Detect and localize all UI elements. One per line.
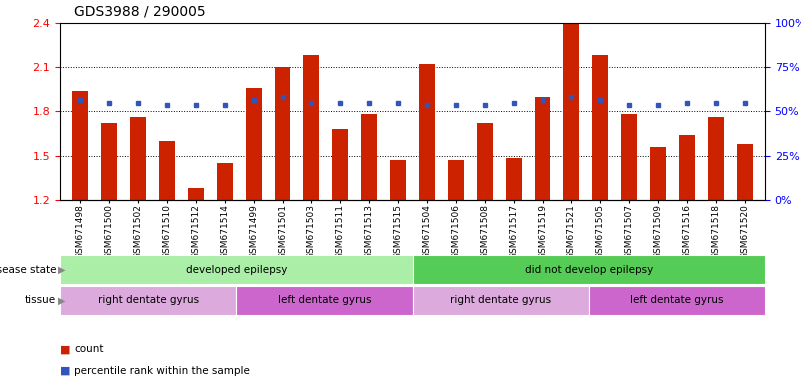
Text: developed epilepsy: developed epilepsy: [186, 265, 287, 275]
Text: ■: ■: [60, 366, 70, 376]
Bar: [534, 97, 550, 200]
Text: left dentate gyrus: left dentate gyrus: [278, 295, 371, 306]
Bar: [130, 117, 146, 200]
Bar: [477, 123, 493, 200]
Bar: [708, 117, 724, 200]
Text: ■: ■: [60, 344, 70, 354]
Bar: [101, 123, 117, 200]
Bar: [246, 88, 262, 200]
Text: right dentate gyrus: right dentate gyrus: [98, 295, 199, 306]
Text: ▶: ▶: [58, 295, 65, 306]
Bar: [72, 91, 88, 200]
Bar: [650, 147, 666, 200]
Bar: [679, 135, 695, 200]
Bar: [236, 286, 413, 315]
Bar: [413, 255, 765, 284]
Text: disease state: disease state: [0, 265, 56, 275]
Text: right dentate gyrus: right dentate gyrus: [450, 295, 551, 306]
Bar: [304, 55, 320, 200]
Bar: [188, 188, 203, 200]
Bar: [737, 144, 753, 200]
Bar: [390, 160, 406, 200]
Bar: [448, 160, 464, 200]
Bar: [505, 159, 521, 200]
Bar: [60, 255, 413, 284]
Bar: [593, 55, 608, 200]
Bar: [413, 286, 589, 315]
Bar: [159, 141, 175, 200]
Bar: [622, 114, 637, 200]
Bar: [419, 64, 435, 200]
Text: count: count: [74, 344, 104, 354]
Text: ▶: ▶: [58, 265, 65, 275]
Bar: [217, 163, 232, 200]
Bar: [275, 67, 291, 200]
Bar: [361, 114, 377, 200]
Bar: [563, 23, 579, 200]
Text: percentile rank within the sample: percentile rank within the sample: [74, 366, 251, 376]
Text: tissue: tissue: [25, 295, 56, 306]
Text: left dentate gyrus: left dentate gyrus: [630, 295, 723, 306]
Bar: [589, 286, 765, 315]
Text: did not develop epilepsy: did not develop epilepsy: [525, 265, 653, 275]
Text: GDS3988 / 290005: GDS3988 / 290005: [74, 5, 206, 18]
Bar: [60, 286, 236, 315]
Bar: [332, 129, 348, 200]
